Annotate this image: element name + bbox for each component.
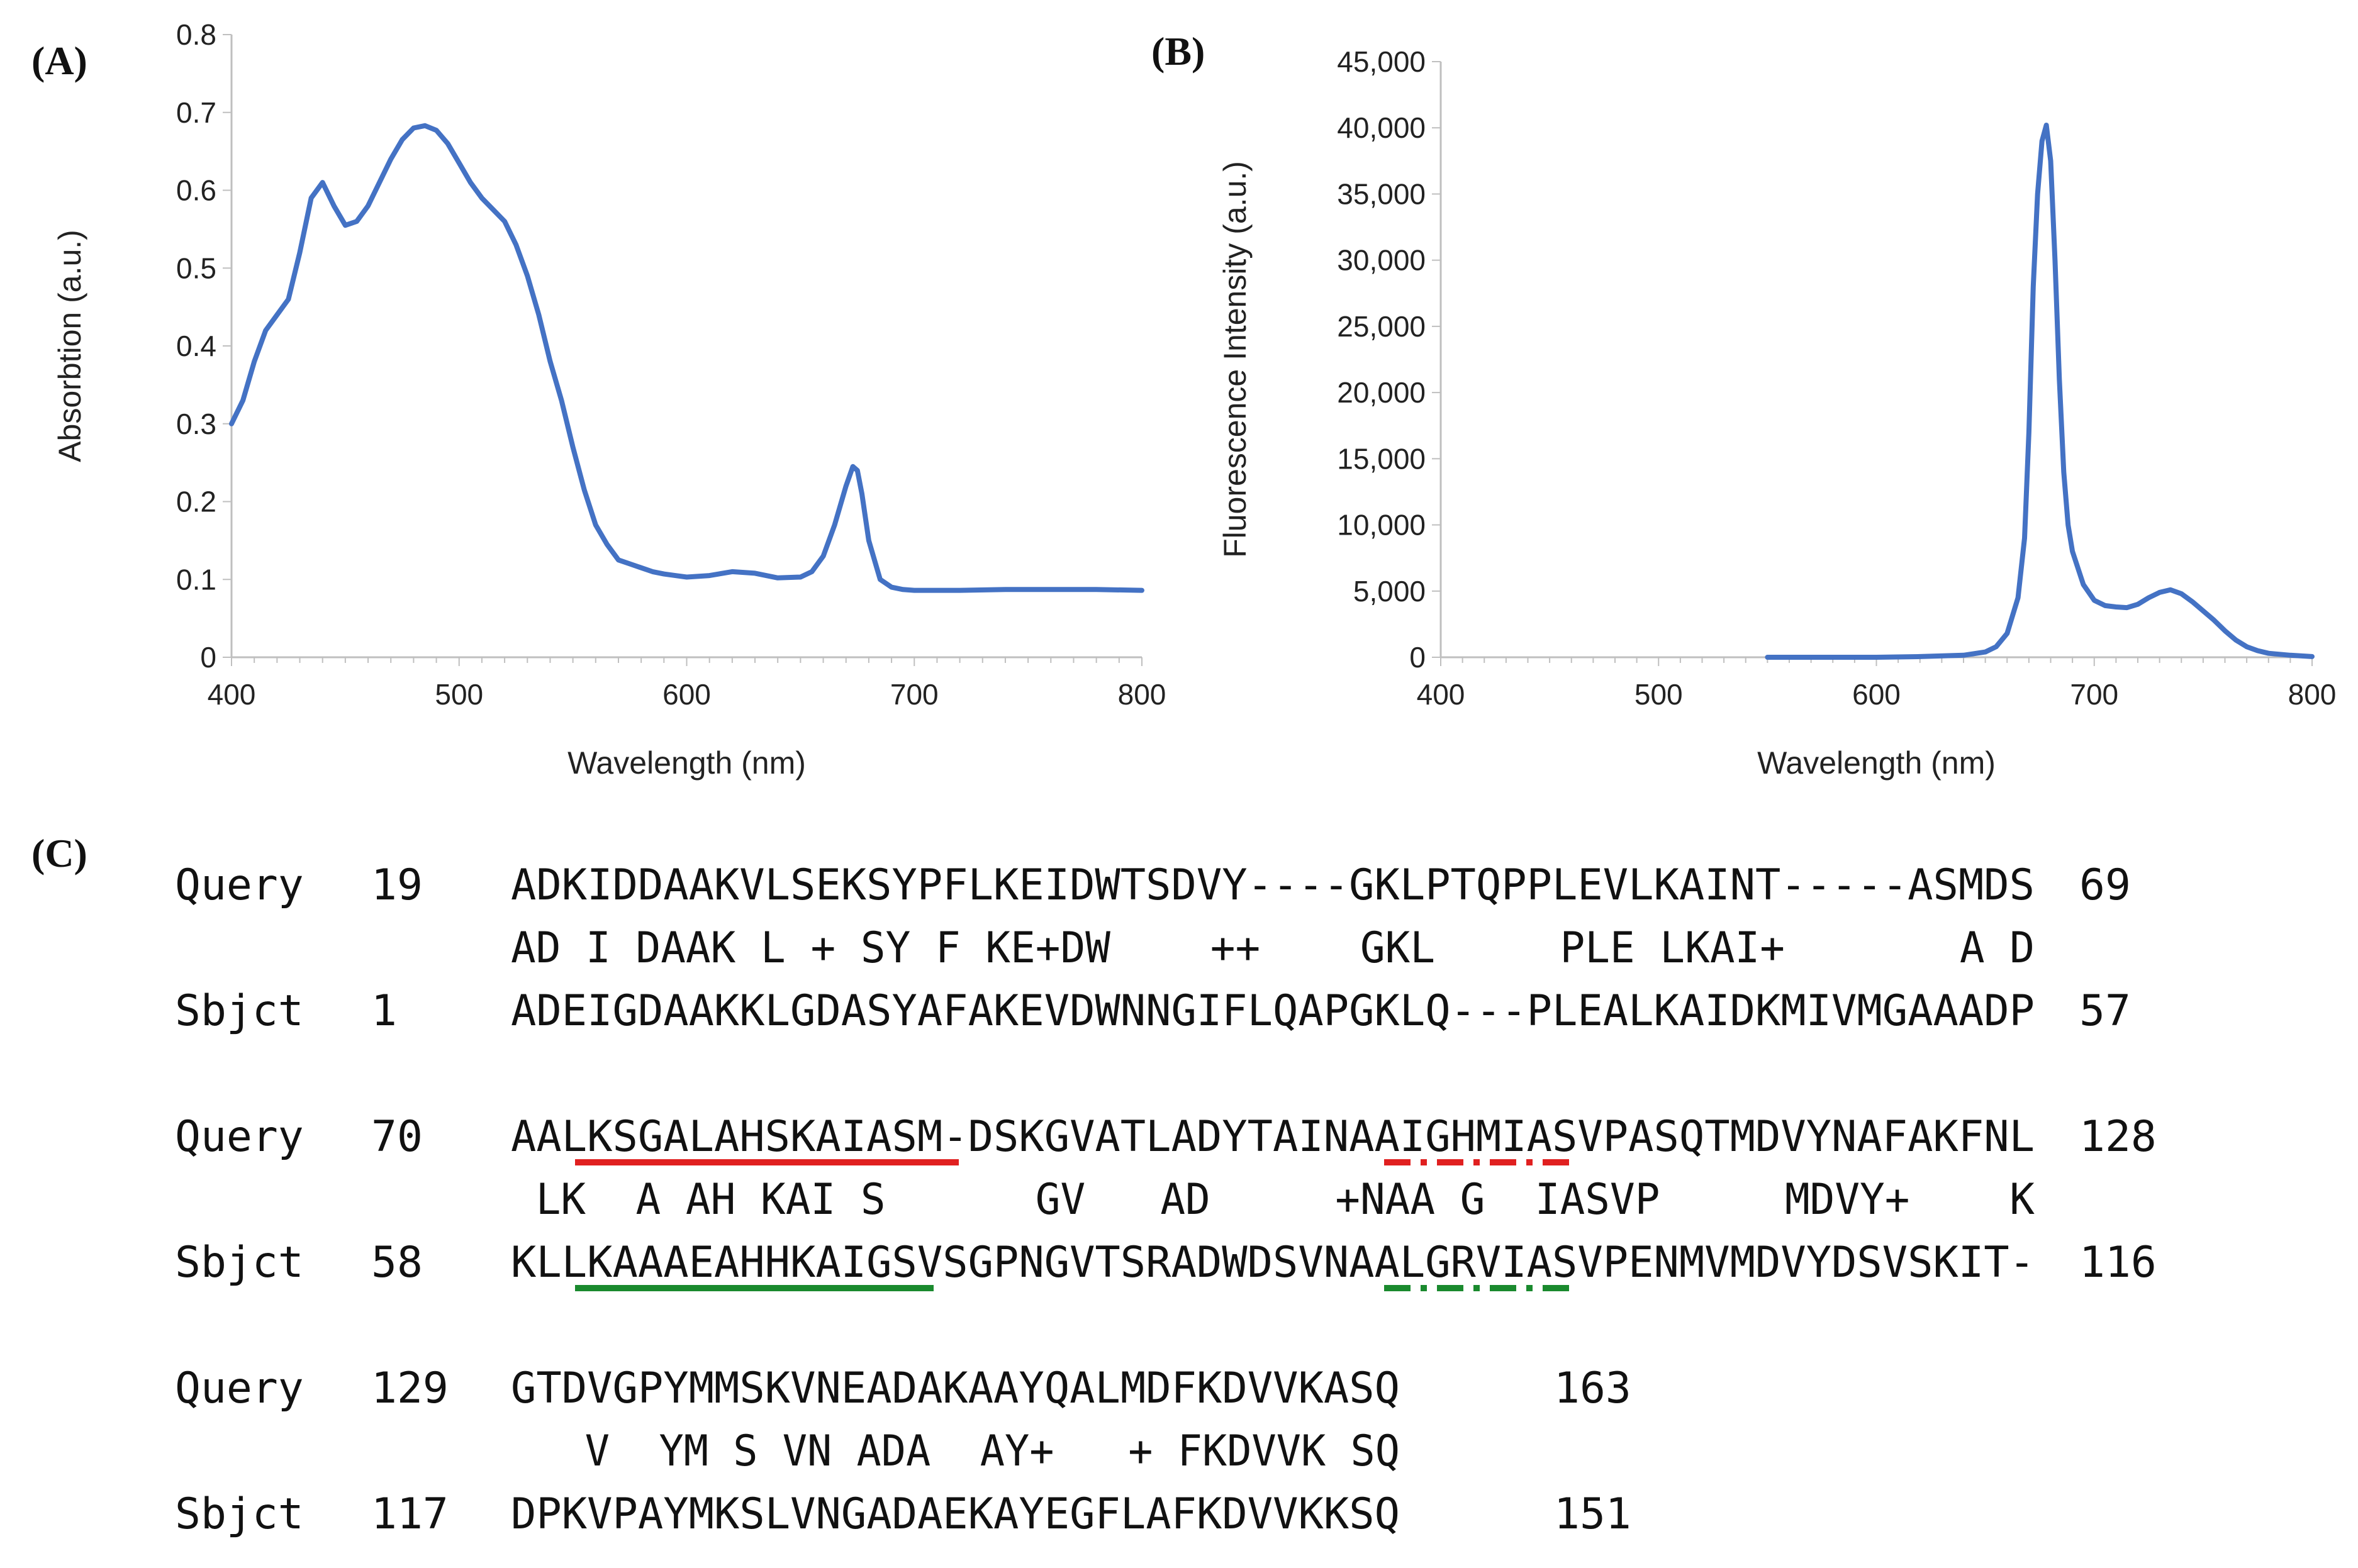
y-tick-label: 5,000	[1353, 575, 1426, 608]
query-end: 69	[2079, 860, 2131, 910]
sbjct-tag: Sbjct	[175, 1238, 304, 1287]
sbjct-start: 1	[371, 986, 397, 1036]
absorption-chart: 0 0.1 0.2 0.3 0.4 0.5 0.6 0.7 0.8 400 500 600 700 800…	[52, 18, 1166, 781]
query-start: 70	[371, 1112, 423, 1162]
y-axis-title: Absorbtion (a.u.)	[52, 230, 87, 462]
y-tick-label: 0.5	[176, 252, 216, 284]
y-tick-label: 0.6	[176, 174, 216, 207]
x-tick-label: 800	[2288, 678, 2337, 711]
series-line	[229, 123, 1144, 593]
match-line: V YM S VN ADA AY+ + FKDVVK SQ	[511, 1426, 1400, 1476]
y-tick-label: 0.7	[176, 96, 216, 129]
panel-label-c: (C)	[31, 831, 87, 876]
query-seq: ADKIDDAAKVLSEKSYPFLKEIDWTSDVY----GKLPTQP…	[511, 860, 2035, 910]
y-tick-label: 0.2	[176, 486, 216, 518]
x-tick-label: 500	[1634, 678, 1683, 711]
y-tick-label: 10,000	[1337, 509, 1426, 542]
query-start: 129	[371, 1364, 449, 1413]
panel-label-a: (A)	[31, 38, 87, 83]
x-tick-label: 600	[1852, 678, 1901, 711]
sbjct-seq: DPKVPAYMKSLVNGADAEKAYEGFLAFKDVVKKSQ	[511, 1489, 1400, 1539]
y-tick-label: 0.1	[176, 563, 216, 596]
y-tick-label: 35,000	[1337, 177, 1426, 210]
match-line: LK A AH KAI S GV AD +NAA G IASVP MDVY+ K	[511, 1175, 2035, 1225]
match-line: AD I DAAK L + SY F KE+DW ++ GKL PLE LKAI…	[511, 923, 2035, 973]
y-tick-label: 0	[1409, 641, 1426, 674]
sbjct-seq: ADEIGDAAKKLGDASYAFAKEVDWNNGIFLQAPGKLQ---…	[511, 986, 2035, 1036]
x-tick-label: 800	[1118, 678, 1166, 711]
x-tick-label: 400	[208, 678, 256, 711]
x-tick-label: 600	[662, 678, 711, 711]
sequence-alignment: Query 19 ADKIDDAAKVLSEKSYPFLKEIDWTSDVY--…	[175, 860, 2157, 1539]
x-tick-label: 500	[435, 678, 483, 711]
sbjct-tag: Sbjct	[175, 1489, 304, 1539]
x-axis-title: Wavelength (nm)	[1757, 745, 1996, 781]
x-axis-title: Wavelength (nm)	[567, 745, 806, 781]
x-tick-label: 700	[890, 678, 939, 711]
sbjct-start: 117	[371, 1489, 449, 1539]
series-line	[1765, 123, 2315, 660]
sbjct-end: 57	[2079, 986, 2131, 1036]
query-end: 163	[1554, 1364, 1631, 1413]
sbjct-tag: Sbjct	[175, 986, 304, 1036]
query-tag: Query	[175, 860, 304, 910]
y-tick-label: 0.3	[176, 408, 216, 440]
sbjct-end: 151	[1554, 1489, 1631, 1539]
sbjct-seq: KLLKAAAEAHHKAIGSVSGPNGVTSRADWDSVNAALGRVI…	[511, 1238, 2035, 1287]
query-end: 128	[2079, 1112, 2157, 1162]
y-tick-label: 0	[200, 641, 216, 674]
y-tick-label: 0.8	[176, 18, 216, 51]
y-tick-label: 20,000	[1337, 376, 1426, 409]
y-tick-label: 45,000	[1337, 45, 1426, 78]
query-tag: Query	[175, 1112, 304, 1162]
y-tick-label: 25,000	[1337, 310, 1426, 343]
query-seq: GTDVGPYMMSKVNEADAKAAYQALMDFKDVVKASQ	[511, 1364, 1400, 1413]
x-tick-label: 700	[2070, 678, 2118, 711]
y-tick-label: 15,000	[1337, 442, 1426, 475]
query-seq: AALKSGALAHSKAIASM-DSKGVATLADYTAINAAIGHMI…	[511, 1112, 2035, 1162]
query-tag: Query	[175, 1364, 304, 1413]
sbjct-start: 58	[371, 1238, 423, 1287]
y-axis-title: Fluorescence Intensity (a.u.)	[1217, 161, 1253, 558]
fluorescence-chart: 0 5,000 10,000 15,000 20,000 25,000 30,000 35,0…	[1217, 45, 2337, 781]
x-tick-label: 400	[1417, 678, 1465, 711]
query-start: 19	[371, 860, 423, 910]
sbjct-end: 116	[2079, 1238, 2157, 1287]
panel-label-b: (B)	[1151, 29, 1205, 74]
y-tick-label: 30,000	[1337, 244, 1426, 277]
y-tick-label: 40,000	[1337, 111, 1426, 144]
y-tick-label: 0.4	[176, 330, 216, 362]
